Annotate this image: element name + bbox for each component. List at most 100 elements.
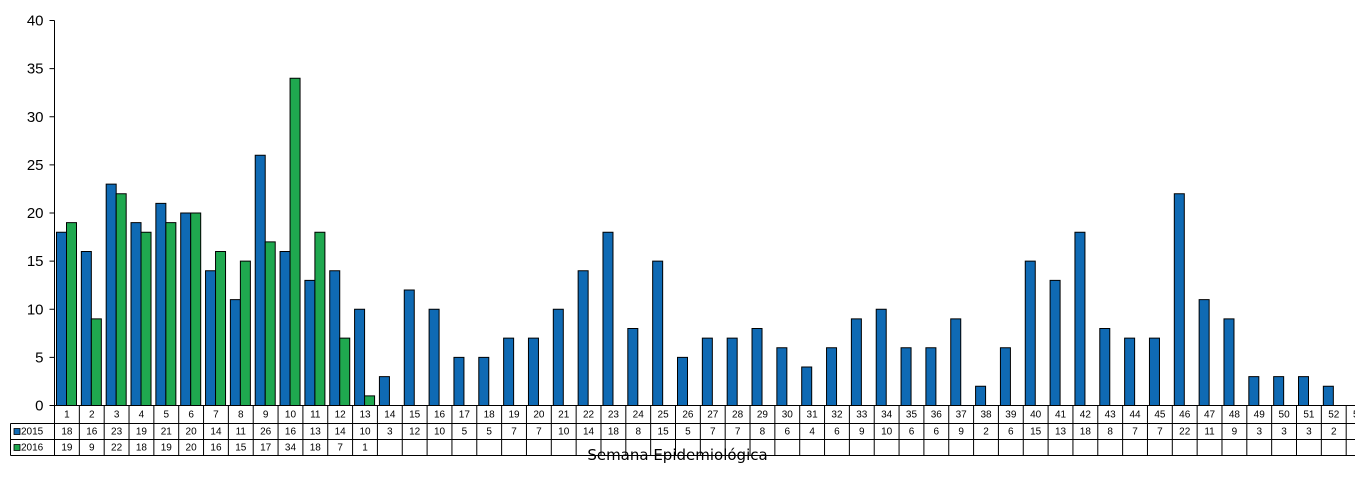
bar-2015-week-44 [1124,337,1136,406]
x-tick-label: 49 [1254,410,1266,421]
bar-2015-week-26 [677,356,688,406]
bar-2015-week-4 [130,222,142,406]
legend-label: 2015 [21,427,44,438]
x-tick-label: 3 [114,410,120,421]
data-label-2015: 18 [61,427,73,438]
y-tick-label: 0 [35,398,43,415]
bar-2015-week-45 [1148,337,1160,406]
bar-2016-week-7 [215,251,227,406]
x-tick-label: 15 [409,410,421,421]
x-tick-label: 33 [856,410,868,421]
bar-2015-week-39 [999,347,1011,406]
bar-2016-week-2 [90,318,102,406]
data-label-2015: 7 [1157,427,1163,438]
x-tick-label: 32 [831,410,843,421]
bar-2015-week-28 [726,337,738,406]
x-tick-label: 27 [707,410,719,421]
data-label-2015: 3 [1281,427,1287,438]
bar-2015-week-51 [1298,376,1309,406]
legend-swatch-2016 [13,444,21,451]
bar-2015-week-2 [80,251,92,406]
bar-2016-week-3 [115,193,127,406]
bar-2015-week-11 [304,279,316,406]
x-tick-label: 44 [1129,410,1141,421]
bar-2015-week-3 [105,183,117,406]
bar-2015-week-52 [1322,385,1334,406]
x-tick-label: 10 [285,410,297,421]
bar-2015-week-42 [1074,231,1086,406]
data-label-2015: 12 [409,427,421,438]
data-label-2015: 13 [1055,427,1067,438]
x-tick-label: 4 [139,410,145,421]
x-tick-label: 43 [1105,410,1117,421]
data-label-2016: 16 [210,443,222,454]
data-label-2016: 22 [111,443,123,454]
data-label-2015: 6 [1008,427,1014,438]
y-tick-label: 20 [27,205,44,222]
data-label-2015: 8 [635,427,641,438]
bar-2015-week-14 [378,376,390,406]
data-label-2015: 14 [583,427,595,438]
bar-2016-week-10 [289,77,301,406]
data-label-2015: 7 [710,427,716,438]
bar-2016-week-6 [190,212,202,406]
data-label-2015: 5 [462,427,468,438]
x-tick-label: 37 [956,410,968,421]
data-label-2015: 26 [260,427,272,438]
data-label-2015: 7 [536,427,542,438]
data-label-2015: 11 [1204,427,1215,438]
bar-2015-week-19 [503,337,515,406]
x-tick-label: 2 [89,410,95,421]
bar-2015-week-40 [1024,260,1036,406]
bar-2015-week-41 [1049,279,1061,406]
bar-2015-week-23 [602,231,614,406]
data-label-2016: 18 [310,443,322,454]
data-label-2015: 2 [983,427,989,438]
x-tick-label: 52 [1328,410,1340,421]
x-tick-label: 34 [881,410,893,421]
bar-2015-week-10 [279,251,291,406]
bar-2015-week-35 [900,347,912,406]
x-tick-label: 47 [1204,410,1216,421]
data-label-2016: 17 [260,443,272,454]
data-label-2015: 8 [1107,427,1113,438]
bar-2015-week-15 [403,289,415,406]
bar-2015-week-37 [950,318,962,406]
bar-2015-week-29 [751,328,763,406]
y-tick-label: 30 [27,109,44,126]
x-tick-label: 31 [807,410,819,421]
bar-2015-week-46 [1173,193,1185,406]
bar-2015-week-8 [229,299,241,406]
data-label-2015: 10 [558,427,570,438]
x-tick-label: 24 [633,410,645,421]
data-label-2015: 14 [335,427,347,438]
x-tick-label: 11 [310,410,321,421]
x-tick-label: 5 [163,410,169,421]
data-label-2015: 13 [310,427,322,438]
x-tick-label: 46 [1179,410,1191,421]
data-label-2015: 10 [434,427,446,438]
bar-2015-week-1 [56,231,67,406]
data-label-2015: 15 [658,427,670,438]
bar-2015-week-17 [453,356,465,406]
x-tick-label: 26 [682,410,694,421]
bar-2016-week-13 [364,395,376,406]
x-tick-label: 36 [931,410,943,421]
bar-2015-week-7 [205,270,217,406]
data-label-2015: 20 [186,427,198,438]
data-label-2015: 6 [784,427,790,438]
data-label-2015: 9 [958,427,964,438]
bar-2015-week-20 [527,337,539,406]
x-tick-label: 9 [263,410,269,421]
x-tick-label: 1 [64,410,70,421]
data-label-2016: 20 [186,443,198,454]
bar-2015-week-48 [1223,318,1235,406]
data-label-2015: 3 [387,427,393,438]
bar-2015-week-6 [180,212,192,406]
bar-2015-week-30 [776,347,788,406]
x-tick-label: 35 [906,410,918,421]
y-tick-label: 25 [27,157,44,174]
data-label-2015: 6 [834,427,840,438]
y-tick-label: 5 [35,349,43,366]
